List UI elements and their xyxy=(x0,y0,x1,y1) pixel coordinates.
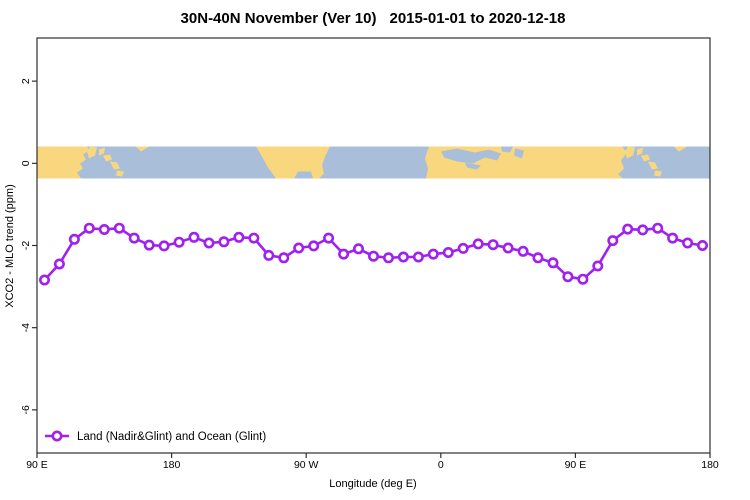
data-point-marker xyxy=(696,240,708,252)
x-axis: 90 E 180 90 W 0 90 E 180 xyxy=(26,453,719,471)
data-point-marker xyxy=(502,242,514,254)
black-sea xyxy=(501,146,513,153)
data-point-marker xyxy=(98,224,110,236)
series-layer xyxy=(38,222,708,286)
data-point-marker xyxy=(263,249,275,261)
x-tick-label: 90 E xyxy=(26,459,48,471)
x-axis-title: Longitude (deg E) xyxy=(329,478,416,490)
land-korea-left xyxy=(87,146,97,159)
data-point-marker xyxy=(457,242,469,254)
x-tick-label: 0 xyxy=(438,459,444,471)
chart-title-left: 30N-40N November (Ver 10) xyxy=(181,10,377,27)
data-point-marker xyxy=(338,248,350,260)
land-asia-left xyxy=(37,146,89,179)
data-point-marker xyxy=(188,231,200,243)
data-point-marker xyxy=(637,224,649,236)
caspian-sea xyxy=(514,148,524,159)
data-point-marker xyxy=(278,252,290,264)
data-point-marker xyxy=(113,222,125,234)
x-tick-label: 90 W xyxy=(294,459,319,471)
data-point-marker xyxy=(53,258,65,270)
data-point-marker xyxy=(682,237,694,249)
data-point-marker xyxy=(397,251,409,263)
legend: Land (Nadir&Glint) and Ocean (Glint) xyxy=(45,430,266,443)
data-point-marker xyxy=(472,238,484,250)
data-point-marker xyxy=(173,236,185,248)
data-point-marker xyxy=(143,239,155,251)
y-tick-label: -2 xyxy=(20,241,32,250)
data-point-marker xyxy=(412,251,424,263)
mediterranean-sea xyxy=(441,148,501,170)
y-tick-label: 2 xyxy=(20,78,32,84)
data-point-marker xyxy=(532,252,544,264)
data-point-marker xyxy=(293,242,305,254)
x-tick-label: 90 E xyxy=(565,459,587,471)
world-map-band xyxy=(37,146,710,179)
legend-marker-icon xyxy=(51,430,63,442)
x-tick-label: 180 xyxy=(701,459,719,471)
y-tick-label: -4 xyxy=(20,323,32,332)
data-point-marker xyxy=(128,232,140,244)
data-point-marker xyxy=(442,247,454,259)
data-point-marker xyxy=(83,222,95,234)
data-point-marker xyxy=(577,273,589,285)
data-point-marker xyxy=(248,232,260,244)
land-north-america xyxy=(256,146,330,179)
land-japan-right xyxy=(637,146,687,177)
x-tick-label: 180 xyxy=(163,459,181,471)
land-japan-left xyxy=(99,146,149,177)
legend-label: Land (Nadir&Glint) and Ocean (Glint) xyxy=(77,431,266,443)
chart-title: 30N-40N November (Ver 10) 2015-01-01 to 2… xyxy=(181,10,566,27)
data-point-marker xyxy=(308,240,320,252)
data-point-marker xyxy=(667,232,679,244)
y-axis-title: XCO2 - MLO trend (ppm) xyxy=(4,184,16,307)
data-point-marker xyxy=(367,250,379,262)
data-point-marker xyxy=(427,248,439,260)
y-tick-label: 0 xyxy=(20,160,32,166)
data-point-marker xyxy=(547,257,559,269)
data-point-marker xyxy=(652,222,664,234)
data-point-marker xyxy=(68,233,80,245)
data-point-marker xyxy=(352,243,364,255)
data-point-marker xyxy=(218,236,230,248)
data-point-marker xyxy=(203,237,215,249)
land-korea-right xyxy=(625,146,635,159)
data-point-marker xyxy=(622,223,634,235)
y-tick-label: -6 xyxy=(20,405,32,414)
data-point-marker xyxy=(592,260,604,272)
data-point-marker xyxy=(233,231,245,243)
data-point-marker xyxy=(487,239,499,251)
data-point-marker xyxy=(323,232,335,244)
data-point-marker xyxy=(382,252,394,264)
data-point-marker xyxy=(158,240,170,252)
y-axis: 2 0 -2 -4 -6 xyxy=(20,78,37,415)
data-point-marker xyxy=(38,274,50,286)
data-point-marker xyxy=(607,235,619,247)
chart-title-right: 2015-01-01 to 2020-12-18 xyxy=(389,10,565,27)
data-point-marker xyxy=(562,271,574,283)
data-point-marker xyxy=(517,245,529,257)
